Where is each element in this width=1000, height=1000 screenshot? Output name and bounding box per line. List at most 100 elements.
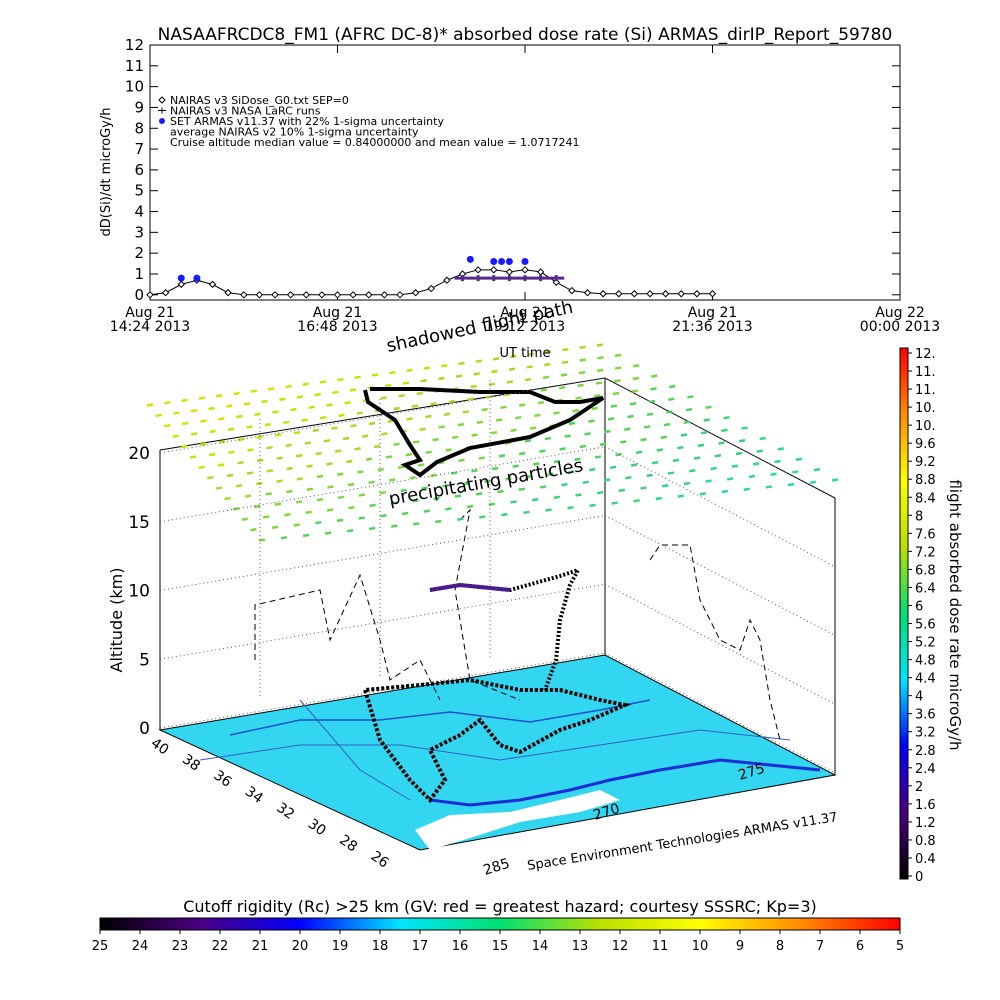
legend-note: Cruise altitude median value = 0.8400000… — [170, 136, 580, 149]
particle — [498, 454, 506, 458]
particle — [651, 374, 658, 378]
particle — [421, 486, 428, 490]
particle — [200, 442, 207, 446]
particle — [466, 504, 474, 509]
particle — [419, 427, 426, 431]
diamond-marker — [146, 291, 154, 299]
particle — [457, 422, 465, 427]
particle — [354, 375, 361, 380]
z-grid-line — [604, 515, 836, 636]
particle — [512, 464, 519, 468]
colorbar-tick-label: 0.4 — [915, 852, 936, 867]
particle — [283, 420, 290, 425]
diamond-marker — [630, 290, 639, 298]
z-grid-line — [604, 652, 836, 774]
colorbar-tick-label: 10 — [692, 939, 709, 954]
diamond-marker — [333, 291, 342, 299]
particle — [721, 428, 728, 433]
lat-tick-label: 40 — [148, 735, 172, 758]
particle — [417, 463, 425, 467]
particle — [518, 403, 526, 407]
projection-line — [649, 544, 781, 741]
particle — [500, 405, 507, 410]
diamond-marker — [349, 291, 357, 299]
particle — [368, 480, 375, 485]
particle — [572, 409, 579, 413]
particle — [759, 436, 766, 441]
particle — [164, 400, 171, 405]
particle — [809, 480, 817, 485]
particle — [503, 392, 511, 397]
particle — [632, 364, 640, 368]
particle — [646, 473, 653, 478]
plus-marker — [517, 275, 533, 282]
particle — [510, 500, 517, 504]
particle — [349, 388, 357, 392]
y-tick-label: 2 — [134, 244, 144, 262]
particle — [547, 472, 554, 476]
particle — [247, 448, 254, 452]
particle — [451, 435, 459, 440]
colorbar-tick-label: 24 — [132, 939, 149, 954]
particle — [624, 427, 631, 431]
particle — [276, 479, 283, 483]
particle — [200, 419, 207, 423]
particle — [655, 496, 662, 501]
particle — [285, 384, 292, 389]
particle — [256, 435, 263, 440]
particle — [481, 407, 488, 412]
particle — [357, 470, 364, 474]
particle — [735, 451, 743, 456]
particle — [256, 481, 263, 486]
particle — [388, 478, 396, 482]
particle — [445, 448, 452, 452]
colorbar-tick-label: 1.6 — [915, 798, 936, 813]
dot-marker — [177, 274, 185, 282]
particle — [381, 432, 388, 436]
diamond-marker — [427, 284, 435, 293]
particle — [564, 434, 571, 438]
particle — [770, 472, 777, 476]
colorbar-tick-label: 12 — [612, 939, 629, 954]
particle — [400, 488, 407, 493]
particle — [705, 479, 712, 483]
diamond-marker — [568, 286, 576, 295]
particle — [504, 441, 512, 445]
particle — [787, 482, 795, 487]
particle — [264, 422, 272, 427]
particle — [765, 485, 773, 489]
particle — [526, 474, 533, 479]
particle — [235, 484, 243, 488]
particle — [406, 368, 413, 373]
colorbar-tick-label: 23 — [172, 939, 189, 954]
particle — [544, 436, 552, 441]
particle — [594, 394, 601, 398]
colorbar-tick-label: 5 — [896, 939, 904, 954]
particle — [346, 459, 353, 464]
particle — [537, 400, 545, 405]
particle — [497, 489, 504, 494]
particle — [189, 455, 197, 459]
particle — [215, 486, 223, 490]
particle — [714, 454, 722, 458]
z-tick-label: 5 — [139, 650, 150, 670]
diamond-marker — [161, 289, 170, 297]
y-tick-label: 6 — [134, 161, 144, 179]
particle — [246, 425, 253, 429]
particle — [635, 450, 643, 455]
colorbar-tick-label: 7.6 — [915, 527, 936, 542]
y-tick-label: 1 — [134, 265, 144, 283]
particle — [293, 430, 301, 435]
particle — [237, 460, 244, 465]
particle — [430, 473, 437, 478]
diamond-marker — [302, 291, 310, 299]
particle — [526, 365, 533, 369]
y-tick-label: 0 — [134, 286, 144, 304]
lat-tick-label: 32 — [273, 800, 297, 823]
particle — [633, 499, 640, 503]
colorbar-tick-label: 5.6 — [915, 618, 936, 633]
particle — [312, 428, 320, 433]
colorbar-tick-label: 6 — [856, 939, 864, 954]
legend-marker — [159, 118, 165, 124]
